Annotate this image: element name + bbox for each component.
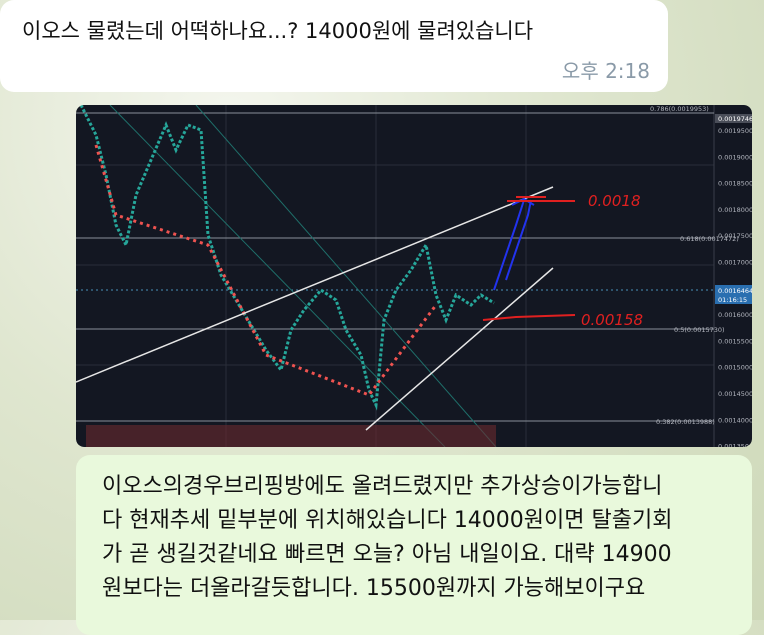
- current-price-box: [715, 285, 752, 304]
- price-label: 0.0018500: [718, 180, 752, 188]
- candles: [79, 105, 495, 411]
- price-label: 0.0016000: [718, 311, 752, 319]
- trendlines: [76, 186, 554, 431]
- fib-label: 0.382(0.0013988): [656, 418, 715, 426]
- price-label: 0.0013500: [718, 443, 752, 447]
- hand-lines: [482, 196, 576, 321]
- price-label: 0.0019000: [718, 153, 752, 161]
- message-bubble: 이오스 물렸는데 어떡하나요...? 14000원에 물려있습니다 오후 2:1…: [0, 0, 668, 92]
- message-line: 원보다는 더올라갈듯합니다. 15500원까지 가능해보이구요: [102, 576, 646, 601]
- channel-lines: [109, 105, 497, 447]
- message-line: 가 곧 생길것같네요 빠르면 오늘? 아님 내일이요. 대략 14900: [102, 542, 672, 567]
- price-label: 0.0015000: [718, 364, 752, 372]
- chart-grid: [76, 105, 714, 447]
- current-price: 0.0016464: [718, 287, 752, 295]
- top-price: 0.0019746: [718, 115, 752, 123]
- price-label: 0.0017000: [718, 259, 752, 267]
- price-label: 0.0018000: [718, 206, 752, 214]
- chart-background: [76, 105, 752, 447]
- price-label: 0.0014500: [718, 390, 752, 398]
- price-label: 0.0017500: [718, 232, 752, 240]
- hand-arrows: [493, 197, 535, 291]
- price-label: 0.0019500: [718, 127, 752, 135]
- fib-lines: [76, 112, 714, 422]
- hand-annotation: 0.00158: [581, 311, 643, 329]
- price-label: 0.0015500: [718, 337, 752, 345]
- top-price-box: [715, 114, 752, 123]
- message-text: 이오스 물렸는데 어떡하나요...? 14000원에 물려있습니다: [22, 19, 534, 43]
- hand-annotation: 0.0018: [588, 192, 641, 210]
- candles-red: [94, 144, 438, 397]
- chart-image[interactable]: 0.0019500 0.0019000 0.0018500 0.0018000 0.00…: [76, 105, 752, 447]
- fib-label: 0.618(0.0017472): [680, 235, 739, 243]
- fib-label: 0.5(0.0015730): [674, 326, 725, 334]
- fib-label: 0.786(0.0019953): [650, 105, 709, 113]
- price-label: 0.0014000: [718, 416, 752, 424]
- countdown: 01:16:15: [718, 296, 747, 304]
- message-line: 다 현재추세 밑부분에 위치해있습니다 14000원이면 탈출기회: [102, 508, 673, 533]
- volume-bars: [86, 425, 496, 447]
- message-line: 이오스의경우브리핑방에도 올려드렸지만 추가상승이가능합니: [102, 474, 663, 499]
- message-time: 오후 2:18: [561, 59, 650, 83]
